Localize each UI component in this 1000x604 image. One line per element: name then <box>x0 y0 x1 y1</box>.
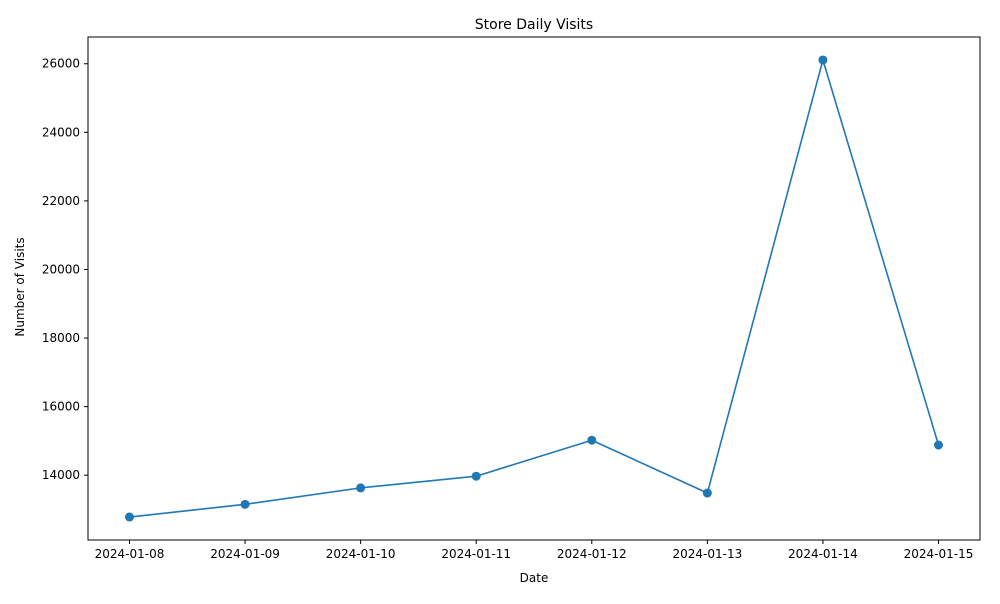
data-point <box>125 512 134 522</box>
data-point <box>240 499 250 509</box>
y-axis-label: Number of Visits <box>13 237 27 336</box>
series-line <box>129 59 940 518</box>
y-tick-label: 26000 <box>42 57 80 71</box>
plot-area: 2024-01-08 2024-01-09 2024-01-10 2024-01-11… <box>42 36 981 561</box>
x-tick-label: 2024-01-11 <box>441 547 511 561</box>
data-point <box>818 55 828 65</box>
y-tick-label: 22000 <box>42 194 80 208</box>
data-point <box>934 440 943 450</box>
x-tick-label: 2024-01-15 <box>904 547 974 561</box>
y-tick-label: 20000 <box>42 262 80 276</box>
data-point <box>356 483 366 493</box>
y-tick-label: 16000 <box>42 400 80 414</box>
data-point <box>471 471 481 481</box>
y-tick-label: 24000 <box>42 125 80 139</box>
data-point <box>702 488 712 498</box>
data-point <box>587 435 597 445</box>
x-tick-label: 2024-01-09 <box>210 547 280 561</box>
y-tick-label: 14000 <box>42 468 80 482</box>
x-tick-label: 2024-01-12 <box>557 547 627 561</box>
y-tick-label: 18000 <box>42 331 80 345</box>
plot-frame <box>87 36 981 541</box>
x-tick-label: 2024-01-13 <box>672 547 742 561</box>
x-tick-label: 2024-01-10 <box>326 547 396 561</box>
chart-title: Store Daily Visits <box>475 17 593 33</box>
x-axis-label: Date <box>520 571 549 585</box>
x-tick-label: 2024-01-14 <box>788 547 858 561</box>
x-tick-label: 2024-01-08 <box>95 547 165 561</box>
